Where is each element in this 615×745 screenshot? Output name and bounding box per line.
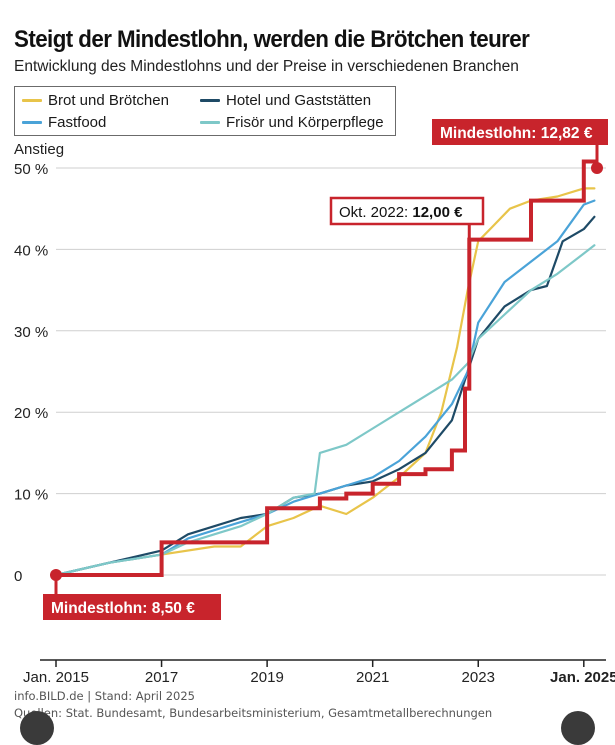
x-tick-label: 2021: [356, 669, 389, 686]
y-tick-label: 50 %: [14, 161, 48, 178]
legend-swatch-frisoer: [200, 121, 220, 124]
y-axis-label: Anstieg: [14, 141, 65, 158]
legend-swatch-hotel: [200, 99, 220, 102]
chart-area: 0 10 % 20 % 30 % 40 % 50 % Jan. 2015 2017 2019 2…: [14, 119, 615, 686]
x-axis: Jan. 2015 2017 2019 2021 2023 Jan. 2025: [23, 659, 615, 686]
legend-item-hotel: Hotel und Gaststätten: [200, 92, 371, 109]
legend-item-fastfood: Fastfood: [22, 114, 106, 131]
grid: [56, 167, 606, 576]
x-tick-label: 2019: [250, 669, 283, 686]
nav-prev-button[interactable]: [20, 711, 54, 745]
legend-swatch-fastfood: [22, 121, 42, 124]
series-line-3: [54, 244, 596, 577]
label-box-start: [43, 594, 221, 620]
label-current-wage: Mindestlohn: 12,82 €: [440, 125, 593, 142]
legend-label-fastfood: Fastfood: [48, 114, 107, 131]
minimum-wage-step-line: [50, 159, 603, 581]
chart-title: Steigt der Mindestlohn, werden die Brötc…: [14, 26, 530, 53]
label-oct-2022: Okt. 2022: 12,00 €: [339, 204, 463, 221]
label-box-oct-2022: [329, 196, 485, 226]
minimum-wage-line: [56, 159, 597, 577]
legend-item-frisoer: Frisör und Körperpflege: [200, 114, 384, 131]
series-line-2: [54, 199, 596, 577]
x-tick-label: Jan. 2025: [550, 669, 615, 686]
legend: Brot und Brötchen Hotel und Gaststätten …: [14, 86, 396, 136]
footer-source-line: info.BILD.de | Stand: April 2025: [14, 689, 195, 703]
label-start-wage: Mindestlohn: 8,50 €: [51, 600, 195, 617]
y-tick-label: 20 %: [14, 405, 48, 422]
legend-swatch-brot: [22, 99, 42, 102]
series-line-1: [54, 215, 596, 577]
legend-item-brot: Brot und Brötchen: [22, 92, 169, 109]
y-tick-label: 10 %: [14, 487, 48, 504]
series-lines: [54, 187, 596, 577]
legend-label-frisoer: Frisör und Körperpflege: [226, 114, 384, 131]
footer-credits-line: Quellen: Stat. Bundesamt, Bundesarbeitsm…: [14, 706, 493, 720]
annotations: Mindestlohn: 8,50 € Okt. 2022: 12,00 € Min…: [43, 119, 608, 620]
label-box-current: [432, 119, 608, 145]
nav-next-button[interactable]: [561, 711, 595, 745]
chart-subtitle: Entwicklung des Mindestlohns und der Pre…: [14, 58, 519, 75]
legend-label-brot: Brot und Brötchen: [48, 92, 169, 109]
x-tick-label: 2017: [145, 669, 178, 686]
y-tick-label: 30 %: [14, 324, 48, 341]
legend-label-hotel: Hotel und Gaststätten: [226, 92, 372, 109]
series-line-0: [54, 187, 596, 577]
y-tick-label: 0: [14, 568, 22, 585]
y-axis-ticks: 0 10 % 20 % 30 % 40 % 50 %: [14, 161, 48, 585]
x-tick-label: Jan. 2015: [23, 669, 89, 686]
y-tick-label: 40 %: [14, 242, 48, 259]
x-tick-label: 2023: [462, 669, 495, 686]
